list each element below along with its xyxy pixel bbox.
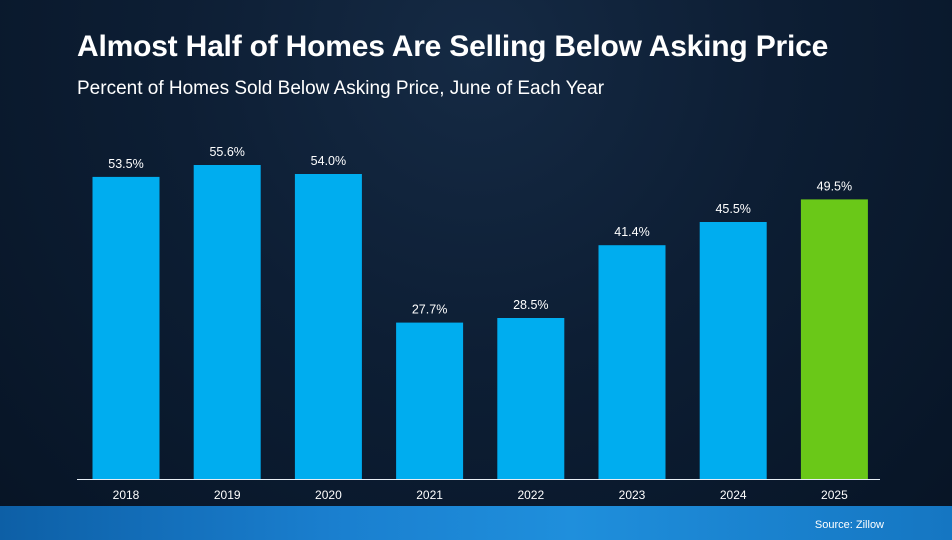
- bar-2025: [800, 199, 868, 479]
- x-tick-2018: 2018: [113, 488, 140, 502]
- data-label-2023: 41.4%: [614, 225, 649, 239]
- data-label-2018: 53.5%: [108, 157, 143, 171]
- x-tick-2025: 2025: [821, 488, 848, 502]
- data-label-2024: 45.5%: [715, 202, 750, 216]
- x-tick-2021: 2021: [416, 488, 443, 502]
- bar-2021: [396, 322, 464, 479]
- x-tick-2023: 2023: [619, 488, 646, 502]
- chart-title: Almost Half of Homes Are Selling Below A…: [77, 30, 829, 63]
- bar-2024: [699, 222, 767, 479]
- data-label-2020: 54.0%: [311, 154, 346, 168]
- x-tick-2019: 2019: [214, 488, 241, 502]
- bar-2019: [193, 165, 261, 479]
- x-tick-2020: 2020: [315, 488, 342, 502]
- x-tick-2024: 2024: [720, 488, 747, 502]
- data-label-2021: 27.7%: [412, 303, 447, 317]
- data-label-2025: 49.5%: [817, 179, 852, 193]
- bar-2018: [92, 176, 160, 479]
- footer-bar: [0, 506, 952, 540]
- bar-2023: [598, 245, 666, 479]
- source-note: Source: Zillow: [814, 519, 884, 531]
- bar-2022: [497, 318, 565, 479]
- x-tick-2022: 2022: [517, 488, 544, 502]
- chart-subtitle: Percent of Homes Sold Below Asking Price…: [77, 78, 605, 99]
- bar-2020: [294, 174, 362, 479]
- data-label-2019: 55.6%: [209, 145, 244, 159]
- data-label-2022: 28.5%: [513, 298, 548, 312]
